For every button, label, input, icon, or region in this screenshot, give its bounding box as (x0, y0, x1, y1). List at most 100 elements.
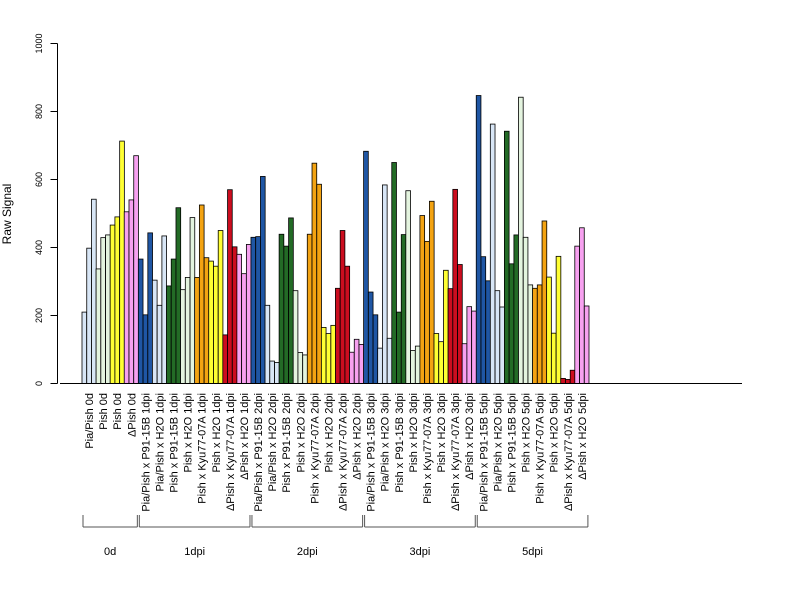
bar (363, 150, 369, 384)
category-label: ΔPish x Kyu77-07A 3dpi (450, 393, 462, 511)
category-label: Pish 0d (112, 393, 124, 430)
bar (161, 235, 167, 384)
bar (555, 255, 562, 384)
bar (335, 287, 341, 384)
group-label: 0d (104, 546, 116, 558)
bar (447, 288, 454, 384)
bar (438, 341, 444, 384)
y-tick-label: 600 (34, 172, 44, 187)
category-label: Pish x H2O 5dpi (549, 393, 561, 472)
category-labels: Pia/Pish 0d Pish 0d Pish 0d ΔPish 0d Pia/Pis… (84, 393, 589, 512)
bar (255, 236, 261, 384)
bar (424, 240, 430, 384)
category-label: Pish x Kyu77-07A 1dpi (197, 393, 209, 504)
bar (264, 304, 271, 384)
bar (377, 347, 383, 384)
bar (391, 162, 397, 384)
bar (419, 215, 426, 384)
bar (513, 234, 520, 384)
bar (400, 234, 407, 384)
bar (123, 211, 130, 384)
bar (443, 269, 449, 384)
bar (489, 123, 496, 384)
category-label: Pia/Pish x H2O 2dpi (267, 393, 279, 491)
bar (213, 265, 219, 384)
bar (550, 332, 557, 384)
bar (297, 352, 304, 384)
bar (217, 230, 224, 384)
bar (166, 285, 172, 384)
y-tick-label: 200 (34, 308, 44, 323)
bar (142, 314, 149, 384)
bar (349, 351, 355, 384)
category-label: Pish 0d (98, 393, 110, 430)
category-label: Pish x H2O 2dpi (295, 393, 307, 472)
bar (184, 277, 191, 384)
bar (133, 155, 139, 384)
bar (344, 265, 351, 384)
y-tick-label: 1000 (34, 33, 44, 53)
bar (81, 311, 88, 384)
bar (471, 310, 477, 384)
category-label: ΔPish x H2O 3dpi (464, 393, 476, 480)
bar (245, 244, 252, 384)
category-label: Pia/Pish x H2O 3dpi (380, 393, 392, 491)
bar (569, 369, 576, 384)
y-tick-label: 400 (34, 240, 44, 255)
bar (283, 245, 289, 384)
bar (147, 232, 153, 384)
category-label: Pish x P91-15B 2dpi (281, 393, 293, 493)
bar (405, 190, 411, 384)
category-label: Pish x H2O 3dpi (436, 393, 448, 472)
bar (175, 207, 182, 384)
bar (236, 253, 242, 384)
category-label: Pish x P91-15B 3dpi (394, 393, 406, 493)
bar (241, 273, 247, 384)
bar (91, 198, 97, 384)
bar (137, 258, 144, 384)
group-brackets: 0d 1dpi 2dpi 3dpi 5dpi (82, 515, 589, 558)
bar (194, 277, 200, 384)
category-label: ΔPish x H2O 2dpi (352, 393, 364, 480)
bar (452, 188, 458, 384)
bar (198, 204, 205, 384)
bar (86, 247, 92, 384)
bar (320, 326, 327, 384)
bar (203, 257, 210, 384)
bar-series (81, 95, 590, 384)
category-label: Pia/Pish x P91-15B 5dpi (478, 393, 490, 512)
bar (522, 236, 529, 384)
bar (485, 280, 491, 384)
bar (114, 216, 121, 384)
bar (278, 233, 285, 384)
y-axis-label: Raw Signal (0, 184, 14, 245)
bar (414, 345, 421, 384)
bar (541, 220, 548, 384)
bar (250, 236, 257, 384)
category-label: Pish x H2O 5dpi (521, 393, 533, 472)
bar (208, 260, 214, 384)
bar (461, 343, 468, 384)
category-label: ΔPish x H2O 1dpi (239, 393, 251, 480)
bar (508, 263, 515, 384)
bar (231, 246, 238, 384)
group-label: 5dpi (522, 546, 543, 558)
y-axis: 0 200 400 600 800 1000 (34, 33, 58, 386)
bar (156, 304, 163, 384)
category-label: Pish x Kyu77-07A 5dpi (535, 393, 547, 504)
bar (367, 291, 374, 384)
category-label: Pia/Pish x H2O 1dpi (154, 393, 166, 491)
category-label: Pia/Pish x P91-15B 1dpi (140, 393, 152, 512)
bar (457, 264, 463, 384)
bar (269, 360, 275, 384)
bar (306, 233, 313, 384)
bar (292, 290, 299, 384)
bar (494, 290, 501, 384)
bar (386, 337, 393, 384)
bar (480, 256, 487, 384)
bar (583, 305, 590, 384)
bar (579, 227, 585, 384)
group-label: 1dpi (184, 546, 205, 558)
category-label: Pish x P91-15B 5dpi (506, 393, 518, 493)
bar (433, 333, 440, 384)
